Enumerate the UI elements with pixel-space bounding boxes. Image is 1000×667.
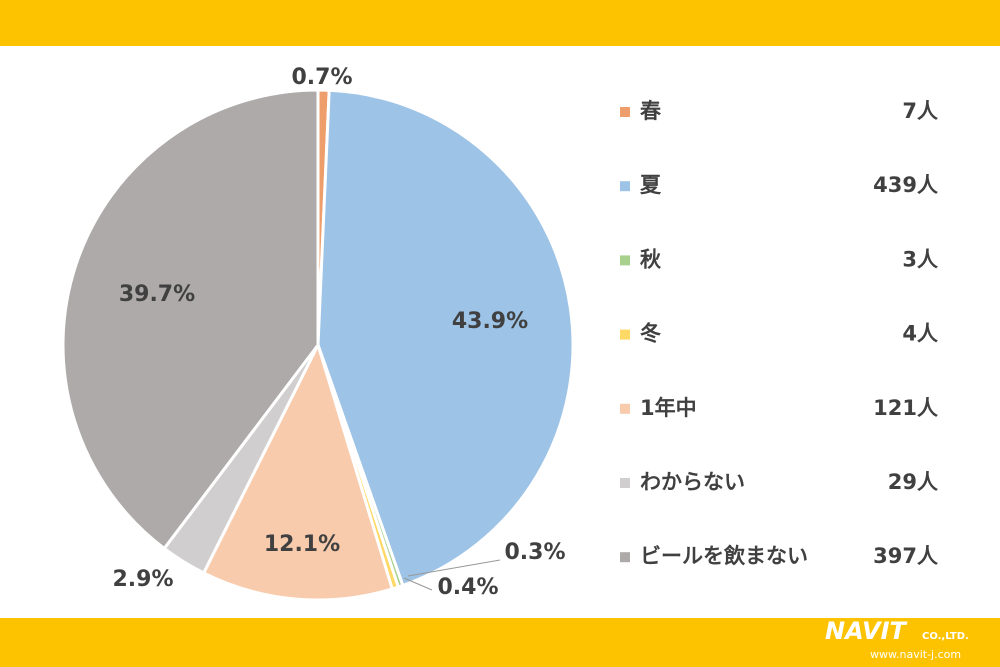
- legend-label: 秋: [640, 247, 662, 271]
- pie-slice: [201, 340, 395, 602]
- legend-swatch: [620, 329, 630, 340]
- slice-label: 43.9%: [452, 309, 528, 334]
- logo-suffix: CO.,LTD.: [922, 631, 969, 642]
- legend-swatch: [620, 107, 630, 117]
- logo-name: NAVIT: [825, 617, 908, 645]
- legend-label: 春: [640, 99, 662, 123]
- legend-swatch: [620, 255, 630, 266]
- pie-slice: [61, 88, 320, 551]
- legend-count: 7人: [902, 99, 938, 123]
- logo-url: www.navit-j.com: [870, 648, 961, 661]
- slice-label: 2.9%: [112, 567, 173, 592]
- legend-count: 439人: [873, 173, 938, 197]
- legend-swatch: [620, 181, 630, 192]
- slice-label: 0.3%: [504, 540, 565, 565]
- legend-count: 3人: [902, 247, 938, 271]
- leader-line: [403, 577, 433, 591]
- legend-count: 4人: [902, 322, 938, 346]
- slice-label: 0.7%: [291, 65, 352, 90]
- legend-swatch: [620, 403, 630, 414]
- legend-label: わからない: [640, 470, 745, 494]
- legend-label: ビールを飲まない: [640, 544, 808, 568]
- slice-label: 39.7%: [119, 282, 195, 307]
- slice-label: 12.1%: [264, 532, 340, 557]
- legend-count: 121人: [873, 396, 938, 420]
- pie-slice: [316, 88, 575, 588]
- legend-swatch: [620, 552, 630, 563]
- legend-count: 397人: [873, 544, 938, 568]
- legend-label: 1年中: [640, 396, 697, 420]
- legend-label: 冬: [640, 322, 661, 346]
- slice-label: 0.4%: [437, 575, 498, 600]
- top-band: [0, 0, 1000, 46]
- legend-count: 29人: [888, 470, 938, 494]
- bottom-band: [0, 618, 1000, 667]
- leader-line: [407, 559, 501, 577]
- legend-label: 夏: [640, 173, 662, 197]
- legend-swatch: [620, 478, 630, 488]
